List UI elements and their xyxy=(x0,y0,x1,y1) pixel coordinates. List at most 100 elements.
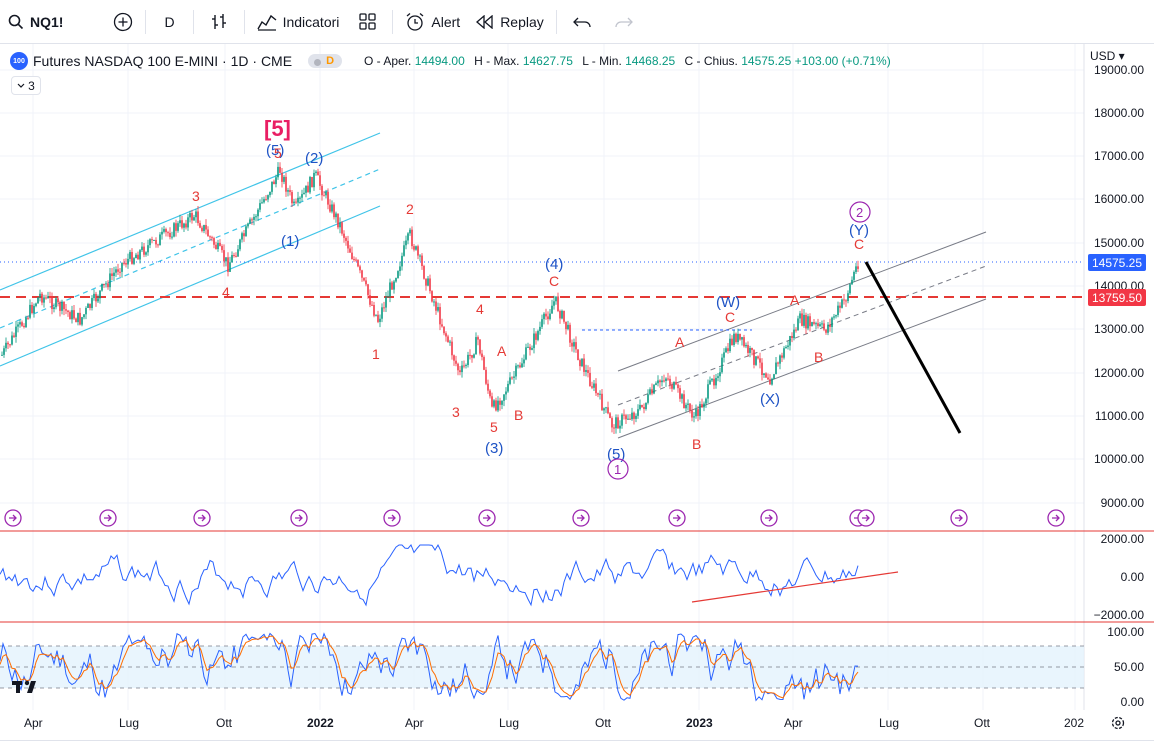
candle-body xyxy=(697,409,699,416)
candle-body xyxy=(433,301,435,303)
candle-body xyxy=(805,314,807,329)
candle-body xyxy=(519,365,521,368)
candle-body xyxy=(497,400,499,411)
event-markers[interactable] xyxy=(4,509,1065,527)
candle-body xyxy=(795,329,797,331)
wave-label-b1: (1) xyxy=(281,233,299,250)
candle-body xyxy=(435,301,437,311)
candle-body xyxy=(465,365,467,367)
candle-body xyxy=(327,191,329,205)
time-axis-label: 202 xyxy=(1064,716,1085,730)
candle-body xyxy=(129,252,131,259)
candle-body xyxy=(285,176,287,192)
candle-body xyxy=(687,403,689,405)
candle-body xyxy=(123,262,125,264)
symbol-title[interactable]: Futures NASDAQ 100 E-MINI · 1D · CME xyxy=(33,53,293,69)
candle-body xyxy=(597,393,599,395)
candle-body xyxy=(409,229,411,234)
wave-label-rB2: B xyxy=(692,436,701,452)
candle-body xyxy=(491,396,493,407)
candle-body xyxy=(419,255,421,257)
rewind-icon xyxy=(476,14,493,29)
undo-button[interactable] xyxy=(561,0,603,44)
candle-body xyxy=(595,383,597,394)
candle-body xyxy=(487,383,489,391)
alert-button[interactable]: Alert xyxy=(397,0,468,44)
wave-label-r3a: 3 xyxy=(192,188,200,204)
candle-body xyxy=(511,377,513,379)
candle-body xyxy=(339,222,341,228)
chart-settings-button[interactable] xyxy=(1110,715,1126,736)
candle-body xyxy=(827,324,829,333)
candle-body xyxy=(145,252,147,255)
candle-body xyxy=(43,297,45,303)
oscillator-axis-label: 0.00 xyxy=(1120,570,1144,584)
left-trend-channel[interactable] xyxy=(0,132,381,367)
candle-body xyxy=(125,263,127,265)
wave-label-b3: (3) xyxy=(485,440,503,457)
candle-body xyxy=(783,348,785,358)
right-trend-channel[interactable] xyxy=(617,231,987,439)
projection-line[interactable] xyxy=(864,261,962,434)
redo-button[interactable] xyxy=(603,0,645,44)
candle-body xyxy=(847,293,849,302)
candle-body xyxy=(333,204,335,218)
chart-type-button[interactable] xyxy=(198,0,240,44)
indicators-button[interactable]: Indicatori xyxy=(249,0,348,44)
candle-body xyxy=(575,342,577,350)
candle-body xyxy=(437,307,439,311)
currency-selector[interactable]: USD ▾ xyxy=(1090,49,1125,63)
candle-body xyxy=(85,307,87,315)
time-axis-label: 2023 xyxy=(686,716,713,730)
collapse-indicators-button[interactable]: 3 xyxy=(11,76,41,95)
candle-body xyxy=(205,225,207,230)
candle-body xyxy=(217,242,219,250)
replay-button[interactable]: Replay xyxy=(468,0,552,44)
compare-symbol-button[interactable] xyxy=(105,0,141,44)
candle-body xyxy=(641,404,643,407)
oscillator-trendline xyxy=(691,571,899,603)
candle-body xyxy=(299,197,301,199)
candle-body xyxy=(741,337,743,340)
candle-body xyxy=(403,245,405,256)
candle-body xyxy=(761,362,763,375)
oscillator-line xyxy=(0,543,859,607)
candle-body xyxy=(195,211,197,218)
candle-body xyxy=(463,365,465,367)
candle-body xyxy=(813,322,815,324)
candle-body xyxy=(525,347,527,360)
candle-body xyxy=(273,181,275,185)
symbol-search-button[interactable]: NQ1! xyxy=(0,0,71,44)
candle-body xyxy=(629,418,631,420)
candle-body xyxy=(347,240,349,249)
candle-body xyxy=(331,204,333,212)
candle-body xyxy=(55,298,57,308)
interval-label: D xyxy=(164,13,175,30)
candle-body xyxy=(753,350,755,365)
candle-body xyxy=(757,356,759,359)
candle-body xyxy=(155,239,157,245)
candle-body xyxy=(689,403,691,411)
candle-body xyxy=(149,239,151,246)
delay-badge[interactable]: D xyxy=(308,54,343,68)
interval-button[interactable]: D xyxy=(150,0,188,44)
candle-body xyxy=(321,185,323,196)
candle-body xyxy=(555,296,557,302)
oscillator-axis-label: 2000.00 xyxy=(1100,532,1144,546)
candle-body xyxy=(421,255,423,266)
candle-body xyxy=(275,177,277,185)
candle-body xyxy=(673,381,675,389)
arrow-icon xyxy=(955,514,963,522)
candle-body xyxy=(471,355,473,358)
candle-body xyxy=(457,363,459,371)
layout-templates-button[interactable] xyxy=(347,0,388,44)
candle-body xyxy=(263,199,265,203)
candle-body xyxy=(763,373,765,375)
last-price-tag: 14575.25 xyxy=(1088,254,1146,271)
time-axis-label: Lug xyxy=(879,716,900,730)
candle-body xyxy=(501,400,503,405)
level-price-tag: 13759.50 xyxy=(1088,289,1146,306)
candle-body xyxy=(65,309,67,311)
candle-body xyxy=(159,234,161,246)
